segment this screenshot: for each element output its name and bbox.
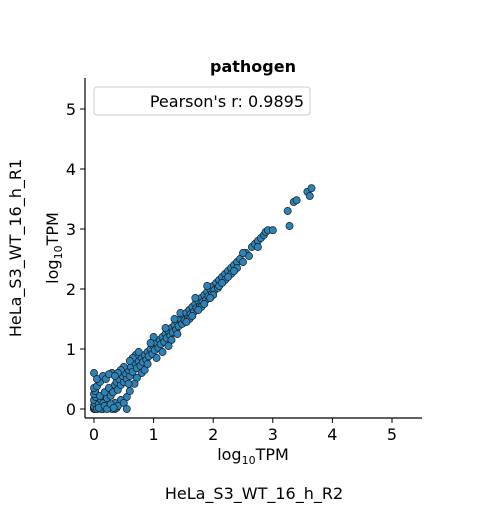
data-point [164, 342, 173, 350]
data-point [268, 226, 277, 235]
y-tick-label: 5 [66, 100, 76, 119]
x-axis-label-rest: TPM [255, 445, 289, 464]
y-tick-label: 1 [66, 340, 76, 359]
data-point [134, 348, 143, 356]
data-point [206, 294, 215, 302]
data-point [152, 354, 161, 362]
y-tick-label: 2 [66, 280, 76, 299]
y-axis-label-rest: TPM [43, 212, 62, 246]
data-point [305, 192, 314, 200]
data-point [124, 379, 133, 388]
legend-box [93, 86, 311, 116]
y-tick-label: 3 [66, 220, 76, 239]
data-point [110, 372, 119, 380]
data-point [203, 282, 212, 290]
data-point [224, 273, 233, 281]
x-tick-label: 2 [208, 425, 218, 444]
data-point [170, 315, 179, 323]
data-point [125, 357, 134, 365]
y-tick-label: 4 [66, 160, 76, 179]
y-ticks: 0 1 2 3 4 5 [66, 100, 85, 419]
chart-title: pathogen [210, 57, 296, 76]
x-axis-label-base: log [217, 445, 241, 464]
y-axis-label-subscript: 10 [52, 245, 65, 259]
data-point [143, 360, 152, 368]
data-point [218, 279, 227, 287]
x-tick-label: 3 [268, 425, 278, 444]
data-point [283, 207, 292, 215]
data-point [239, 249, 247, 257]
data-point [253, 243, 262, 251]
data-point [191, 294, 200, 302]
x-tick-label: 1 [149, 425, 159, 444]
data-point [230, 267, 239, 275]
legend-text: Pearson's r: 0.9895 [150, 92, 304, 111]
legend: Pearson's r: 0.9895 [93, 86, 311, 116]
data-point [146, 339, 155, 347]
y-axis-label: log10TPM [43, 212, 65, 284]
data-point [307, 184, 316, 193]
data-point [285, 222, 294, 230]
data-point [173, 330, 182, 338]
x-axis-label-subscript: 10 [242, 454, 256, 467]
data-point [188, 312, 197, 320]
data-point [182, 318, 191, 326]
figure-y-label: HeLa_S3_WT_16_h_R1 [6, 159, 26, 337]
data-point [109, 403, 118, 412]
y-axis-label-base: log [43, 259, 62, 283]
figure-x-label: HeLa_S3_WT_16_h_R2 [165, 484, 343, 504]
data-point [125, 387, 134, 395]
data-point [292, 196, 301, 205]
y-tick-label: 0 [66, 400, 76, 419]
data-point [122, 405, 131, 413]
x-ticks: 0 1 2 3 4 5 [89, 418, 397, 444]
data-point [200, 300, 209, 308]
data-points [90, 184, 316, 413]
data-point [239, 258, 247, 266]
axes [84, 78, 422, 419]
x-tick-label: 5 [387, 425, 397, 444]
data-point [194, 306, 203, 314]
x-tick-label: 0 [89, 425, 99, 444]
data-point [158, 348, 167, 356]
x-axis-label: log10TPM [217, 445, 289, 467]
data-point [161, 324, 170, 332]
x-tick-label: 4 [327, 425, 337, 444]
